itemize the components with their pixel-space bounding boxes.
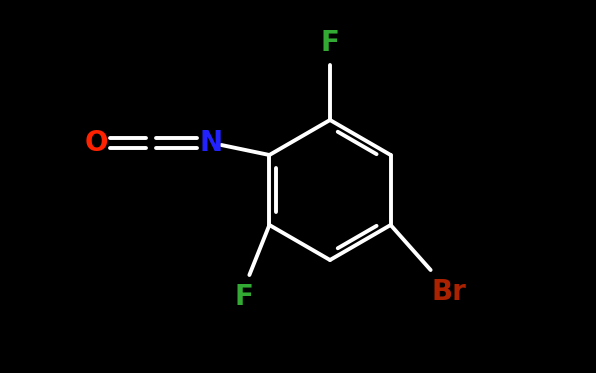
Text: O: O — [85, 129, 108, 157]
Text: N: N — [200, 129, 223, 157]
Text: F: F — [321, 29, 340, 57]
Text: Br: Br — [431, 278, 466, 306]
Text: F: F — [235, 283, 254, 311]
